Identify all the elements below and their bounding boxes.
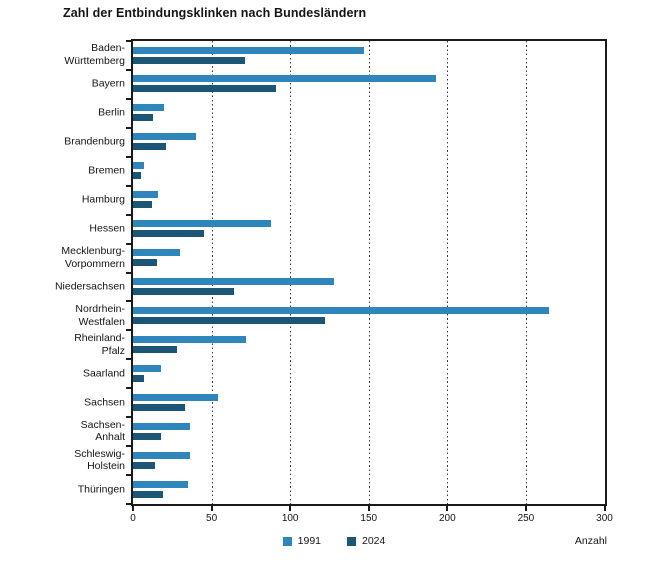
bar-2024-13: [133, 432, 162, 440]
bar-2024-6: [133, 230, 204, 238]
bar-1991-0: [133, 46, 365, 54]
category-label: Rheinland- Pfalz: [74, 332, 125, 357]
bar-2024-2: [133, 114, 154, 122]
category-label: Sachsen: [84, 396, 125, 409]
y-axis-tick: [126, 68, 131, 71]
category-label: Thüringen: [77, 483, 125, 496]
category-label: Nordrhein- Westfalen: [75, 303, 125, 328]
bar-2024-9: [133, 316, 325, 324]
legend: 1991 2024: [0, 535, 668, 547]
legend-swatch-icon: [347, 536, 356, 546]
x-axis-tick: [603, 506, 606, 511]
gridline-250: [525, 41, 527, 504]
y-axis-tick: [126, 474, 131, 477]
bar-1991-14: [133, 451, 190, 459]
category-label: Hessen: [89, 222, 125, 235]
plot-border-right: [604, 41, 607, 504]
y-axis-line: [131, 39, 133, 506]
gridline-150: [368, 41, 370, 504]
x-axis-tick: [524, 506, 527, 511]
plot-area: Baden- Württemberg Bayern Berlin Brandenbur…: [55, 39, 613, 524]
bar-1991-8: [133, 278, 335, 285]
legend-label: 2024: [362, 535, 386, 547]
y-axis-tick: [126, 126, 131, 129]
gridline-200: [447, 41, 449, 504]
bar-2024-10: [133, 345, 177, 353]
category-label: Saarland: [82, 367, 125, 380]
y-axis-tick: [126, 329, 131, 332]
category-label: Berlin: [98, 106, 125, 119]
bar-2024-3: [133, 143, 166, 151]
x-axis-tick: [289, 506, 292, 511]
bar-1991-11: [133, 364, 162, 372]
legend-swatch-icon: [282, 536, 292, 546]
bar-1991-12: [133, 393, 218, 401]
gridline-100: [290, 41, 292, 504]
y-axis-tick: [126, 40, 131, 42]
y-axis-tick: [126, 271, 131, 274]
category-label: Mecklenburg- Vorpommern: [61, 245, 125, 271]
x-tick-label: 250: [517, 513, 535, 524]
bar-2024-4: [133, 172, 141, 180]
y-axis-tick: [126, 213, 131, 216]
bar-1991-6: [133, 220, 272, 228]
y-axis-tick: [126, 445, 131, 448]
gridline-50: [211, 41, 213, 504]
x-tick-label: 0: [130, 513, 136, 524]
x-axis-title: Anzahl: [574, 535, 607, 547]
x-tick-label: 100: [281, 513, 299, 524]
bar-2024-14: [133, 461, 155, 469]
y-axis-tick: [126, 97, 131, 100]
bar-2024-7: [133, 259, 157, 267]
y-axis-tick: [126, 387, 131, 390]
bar-1991-10: [133, 335, 247, 343]
y-axis-tick: [126, 416, 131, 419]
x-tick-label: 200: [438, 513, 456, 524]
x-tick-label: 300: [596, 513, 613, 524]
legend-item-2024: 2024: [347, 535, 385, 547]
bar-2024-15: [133, 490, 163, 498]
x-axis-line: [131, 504, 607, 506]
bar-1991-9: [133, 306, 550, 314]
y-axis-tick: [126, 242, 131, 245]
y-axis-tick: [126, 184, 131, 187]
x-tick-label: 50: [206, 513, 218, 524]
x-axis-tick: [132, 506, 134, 511]
x-axis-tick: [446, 506, 449, 511]
category-label: Brandenburg: [64, 135, 125, 148]
y-axis-tick: [126, 300, 131, 303]
bar-1991-4: [133, 162, 144, 170]
bar-1991-7: [133, 249, 181, 257]
plot-border-top: [131, 39, 607, 41]
bar-2024-1: [133, 85, 277, 93]
bar-1991-1: [133, 75, 437, 83]
bar-2024-8: [133, 288, 234, 295]
x-tick-label: 150: [360, 513, 378, 524]
category-label: Hamburg: [81, 193, 125, 206]
legend-label: 1991: [297, 535, 321, 547]
bar-1991-2: [133, 104, 165, 112]
bar-1991-13: [133, 422, 190, 430]
y-axis-tick: [126, 503, 131, 505]
bar-2024-0: [133, 56, 245, 64]
category-label: Schleswig- Holstein: [74, 447, 125, 473]
category-label: Niedersachsen: [54, 280, 125, 293]
bar-1991-3: [133, 133, 196, 141]
category-label: Baden- Württemberg: [64, 42, 125, 68]
y-axis-tick: [126, 358, 131, 361]
bar-2024-5: [133, 201, 152, 209]
category-label: Sachsen- Anhalt: [80, 418, 125, 444]
chart-title: Zahl der Entbindungsklinken nach Bundesl…: [63, 6, 367, 20]
y-axis-tick: [126, 155, 131, 158]
bar-1991-5: [133, 191, 159, 199]
legend-item-1991: 1991: [282, 535, 321, 547]
category-label: Bayern: [91, 78, 125, 91]
bar-1991-15: [133, 480, 188, 488]
bar-2024-12: [133, 403, 185, 411]
x-axis-tick: [367, 506, 370, 511]
x-axis-tick: [210, 506, 213, 511]
bar-2024-11: [133, 374, 144, 382]
category-label: Bremen: [88, 164, 125, 177]
